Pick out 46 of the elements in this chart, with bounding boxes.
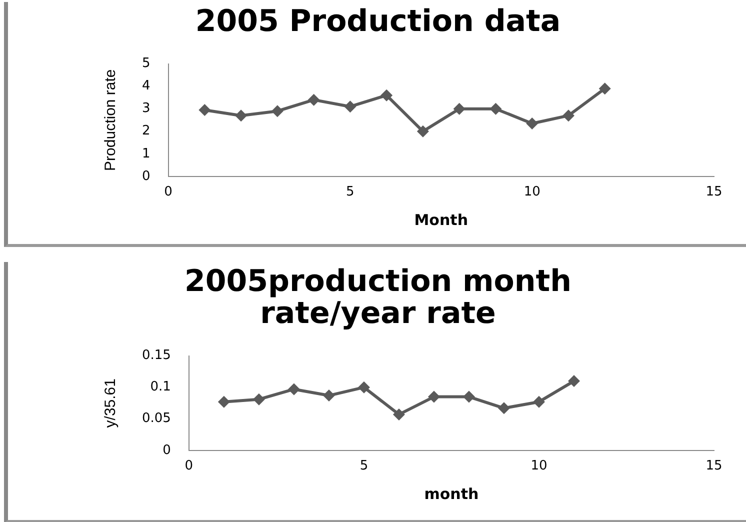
point xyxy=(235,110,248,122)
point xyxy=(562,110,574,122)
point xyxy=(392,408,405,420)
x-tick-label: 0 xyxy=(184,458,194,474)
point xyxy=(198,104,211,116)
point xyxy=(428,390,440,403)
point xyxy=(252,393,265,406)
point xyxy=(344,100,356,113)
point xyxy=(453,102,466,115)
point xyxy=(218,396,230,408)
y-tick-label: 0.1 xyxy=(150,380,171,395)
point xyxy=(598,82,611,95)
point xyxy=(380,89,393,102)
point xyxy=(358,381,370,394)
x-tick-label: 10 xyxy=(530,458,548,474)
x-axis-title: month xyxy=(424,484,479,503)
y-tick-label: 0.15 xyxy=(142,348,171,364)
y-tick-label: 0 xyxy=(142,168,150,184)
y-tick-label: 0.05 xyxy=(142,411,171,426)
y-tick-label: 2 xyxy=(142,124,150,139)
point xyxy=(498,402,510,414)
y-axis-title: Production rate xyxy=(102,69,120,171)
chart-title: 2005production month rate/year rate xyxy=(184,264,572,331)
y-tick-label: 5 xyxy=(142,56,150,72)
y-tick-label: 4 xyxy=(142,78,150,94)
point xyxy=(322,390,335,402)
point xyxy=(490,102,502,115)
chart-title: 2005 Production data xyxy=(194,4,562,39)
point xyxy=(462,390,475,403)
point xyxy=(288,383,300,396)
x-tick-label: 15 xyxy=(706,184,722,200)
y-tick-label: 3 xyxy=(142,101,150,116)
x-tick-label: 5 xyxy=(360,458,368,474)
point xyxy=(271,105,284,118)
x-tick-label: 15 xyxy=(706,458,722,474)
point xyxy=(568,375,580,388)
point xyxy=(308,94,320,106)
x-axis-title: Month xyxy=(414,210,468,229)
point xyxy=(532,396,545,408)
x-tick-label: 5 xyxy=(346,184,354,200)
point xyxy=(526,117,538,130)
y-axis-title: y/35.61 xyxy=(102,378,120,428)
point xyxy=(416,125,429,138)
y-tick-label: 0 xyxy=(162,442,171,458)
x-tick-label: 10 xyxy=(524,184,540,200)
y-tick-label: 1 xyxy=(142,146,150,162)
